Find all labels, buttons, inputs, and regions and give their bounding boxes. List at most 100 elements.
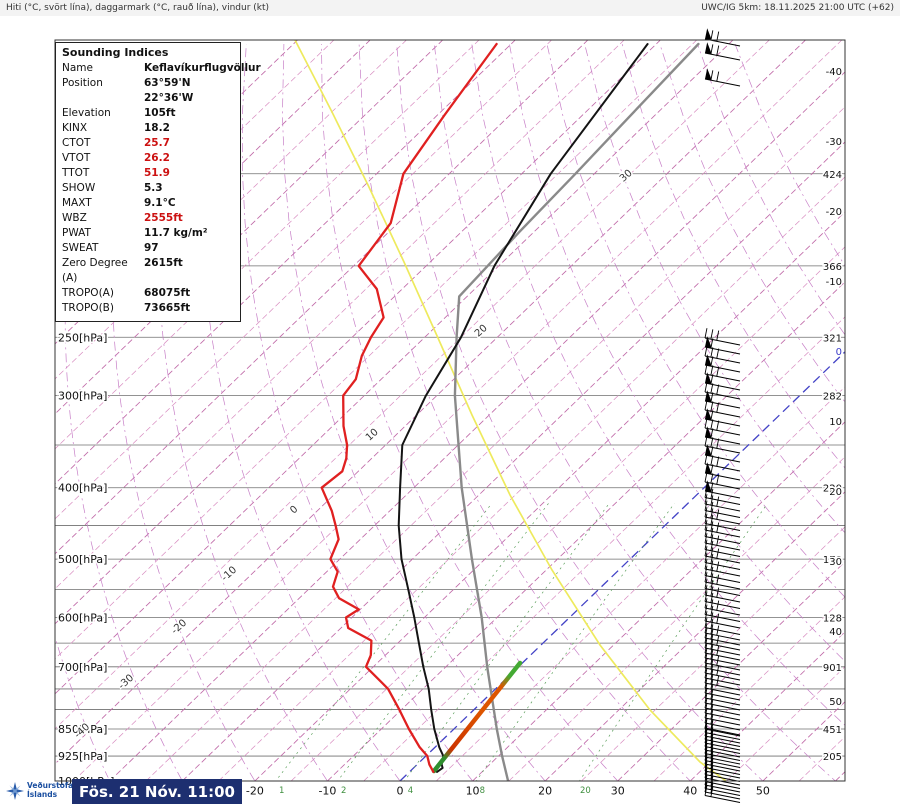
index-row: CTOT 25.7 — [62, 136, 234, 151]
index-label: PWAT — [62, 227, 91, 239]
svg-text:10: 10 — [466, 785, 480, 798]
svg-text:400[hPa]: 400[hPa] — [58, 482, 107, 495]
index-row: VTOT 26.2 — [62, 151, 234, 166]
top-header-bar: Hiti (°C, svört lína), daggarmark (°C, r… — [0, 0, 900, 16]
right-temp-labels: -40 -30 -20 -10 0 10 20 30 40 50 — [824, 65, 843, 709]
index-row: Elevation 105ft — [62, 106, 234, 121]
svg-text:850[hPa]: 850[hPa] — [58, 723, 107, 736]
svg-text:50: 50 — [756, 785, 770, 798]
svg-text:1: 1 — [279, 786, 284, 796]
svg-text:20: 20 — [538, 785, 552, 798]
logo-line1: Veðurstofa — [27, 781, 74, 791]
index-label: Name — [62, 62, 93, 74]
svg-text:20: 20 — [829, 487, 842, 498]
index-row: TTOT 51.9 — [62, 166, 234, 181]
logo-star-icon — [6, 782, 24, 800]
svg-text:451: 451 — [823, 725, 842, 736]
svg-text:-10: -10 — [826, 277, 842, 288]
index-row: Zero Degree (A) 2615ft — [62, 256, 234, 286]
mixing-ratio-labels: 1 2 4 8 20 — [279, 786, 591, 796]
index-label: VTOT — [62, 152, 91, 164]
index-label: KINX — [62, 122, 88, 134]
model-run-text: UWC/IG 5km: 18.11.2025 21:00 UTC (+62) — [701, 3, 894, 13]
reference-yellow-line — [294, 40, 727, 781]
index-row: SWEAT 97 — [62, 241, 234, 256]
right-height-labels: 424 366 321 282 220 170 128 901 451 205 — [821, 168, 843, 764]
index-label: CTOT — [62, 137, 91, 149]
svg-text:40: 40 — [683, 785, 697, 798]
svg-text:366: 366 — [823, 262, 842, 273]
svg-text:220: 220 — [823, 484, 842, 495]
temperature-curve — [397, 43, 649, 773]
valid-time-box: Fös. 21 Nóv. 11:00 — [72, 779, 242, 804]
zero-isotherm-line — [399, 350, 845, 781]
index-value: 63°59'N 22°36'W — [144, 77, 194, 104]
logo-line2: Íslands — [27, 790, 58, 799]
index-row: WBZ 2555ft — [62, 211, 234, 226]
index-value: 18.2 — [144, 122, 170, 134]
svg-text:321: 321 — [823, 333, 842, 344]
legend-text: Hiti (°C, svört lína), daggarmark (°C, r… — [6, 3, 270, 13]
parcel-segment — [431, 660, 523, 774]
svg-text:128: 128 — [823, 613, 842, 624]
index-value: 5.3 — [144, 182, 163, 194]
indices-rows: Name Keflavíkurflugvöllur Position 63°59'N … — [62, 61, 261, 316]
svg-text:0: 0 — [397, 785, 404, 798]
index-value: Keflavíkurflugvöllur — [144, 62, 261, 74]
index-row: PWAT 11.7 kg/m² — [62, 226, 234, 241]
svg-text:0: 0 — [288, 504, 300, 516]
svg-text:40: 40 — [829, 627, 842, 638]
index-label: WBZ — [62, 212, 87, 224]
svg-text:170: 170 — [823, 555, 842, 566]
index-value: 25.7 — [144, 137, 170, 149]
svg-text:282: 282 — [823, 392, 842, 403]
index-label: Zero Degree (A) — [62, 257, 128, 284]
indices-title: Sounding Indices — [62, 46, 169, 59]
svg-text:-20: -20 — [170, 618, 190, 637]
index-value: 97 — [144, 242, 159, 254]
index-label: TROPO(B) — [62, 302, 114, 314]
logo-text: Veðurstofa Íslands — [27, 782, 73, 799]
index-label: Elevation — [62, 107, 111, 119]
svg-text:10: 10 — [829, 417, 842, 428]
index-value: 9.1°C — [144, 197, 176, 209]
svg-text:300[hPa]: 300[hPa] — [58, 390, 107, 403]
svg-text:30: 30 — [618, 168, 635, 185]
svg-text:700[hPa]: 700[hPa] — [58, 661, 107, 674]
index-value: 11.7 kg/m² — [144, 227, 208, 239]
svg-text:20: 20 — [580, 786, 591, 796]
svg-text:925[hPa]: 925[hPa] — [58, 750, 107, 763]
svg-text:-20: -20 — [246, 785, 264, 798]
index-row: Position 63°59'N 22°36'W — [62, 76, 234, 106]
index-value: 26.2 — [144, 152, 170, 164]
svg-text:4: 4 — [408, 786, 413, 796]
index-row: KINX 18.2 — [62, 121, 234, 136]
secondary-temperature-curve — [453, 42, 700, 781]
left-pressure-labels: 250[hPa] 300[hPa] 400[hPa] 500[hPa] 600[hPa]… — [57, 330, 116, 790]
index-label: TROPO(A) — [62, 287, 114, 299]
svg-text:500[hPa]: 500[hPa] — [58, 553, 107, 566]
index-value: 68075ft — [144, 287, 191, 299]
svg-text:-10: -10 — [318, 785, 336, 798]
index-label: Position — [62, 77, 103, 89]
index-value: 2615ft — [144, 257, 183, 269]
svg-text:205: 205 — [823, 752, 842, 763]
svg-text:8: 8 — [480, 786, 485, 796]
svg-text:0: 0 — [836, 347, 842, 358]
index-row: Name Keflavíkurflugvöllur — [62, 61, 261, 76]
wind-barbs — [704, 28, 741, 803]
svg-text:-40: -40 — [826, 67, 842, 78]
svg-text:250[hPa]: 250[hPa] — [58, 331, 107, 344]
sounding-indices-panel: Sounding Indices Name Keflavíkurflugvöllu… — [55, 42, 261, 322]
dewpoint-curve — [320, 42, 498, 774]
svg-text:30: 30 — [829, 557, 842, 568]
index-label: SHOW — [62, 182, 96, 194]
index-row: TROPO(B) 73665ft — [62, 301, 234, 316]
index-value: 73665ft — [144, 302, 191, 314]
plot-border — [54, 39, 846, 782]
index-value: 2555ft — [144, 212, 183, 224]
svg-text:-20: -20 — [826, 207, 842, 218]
